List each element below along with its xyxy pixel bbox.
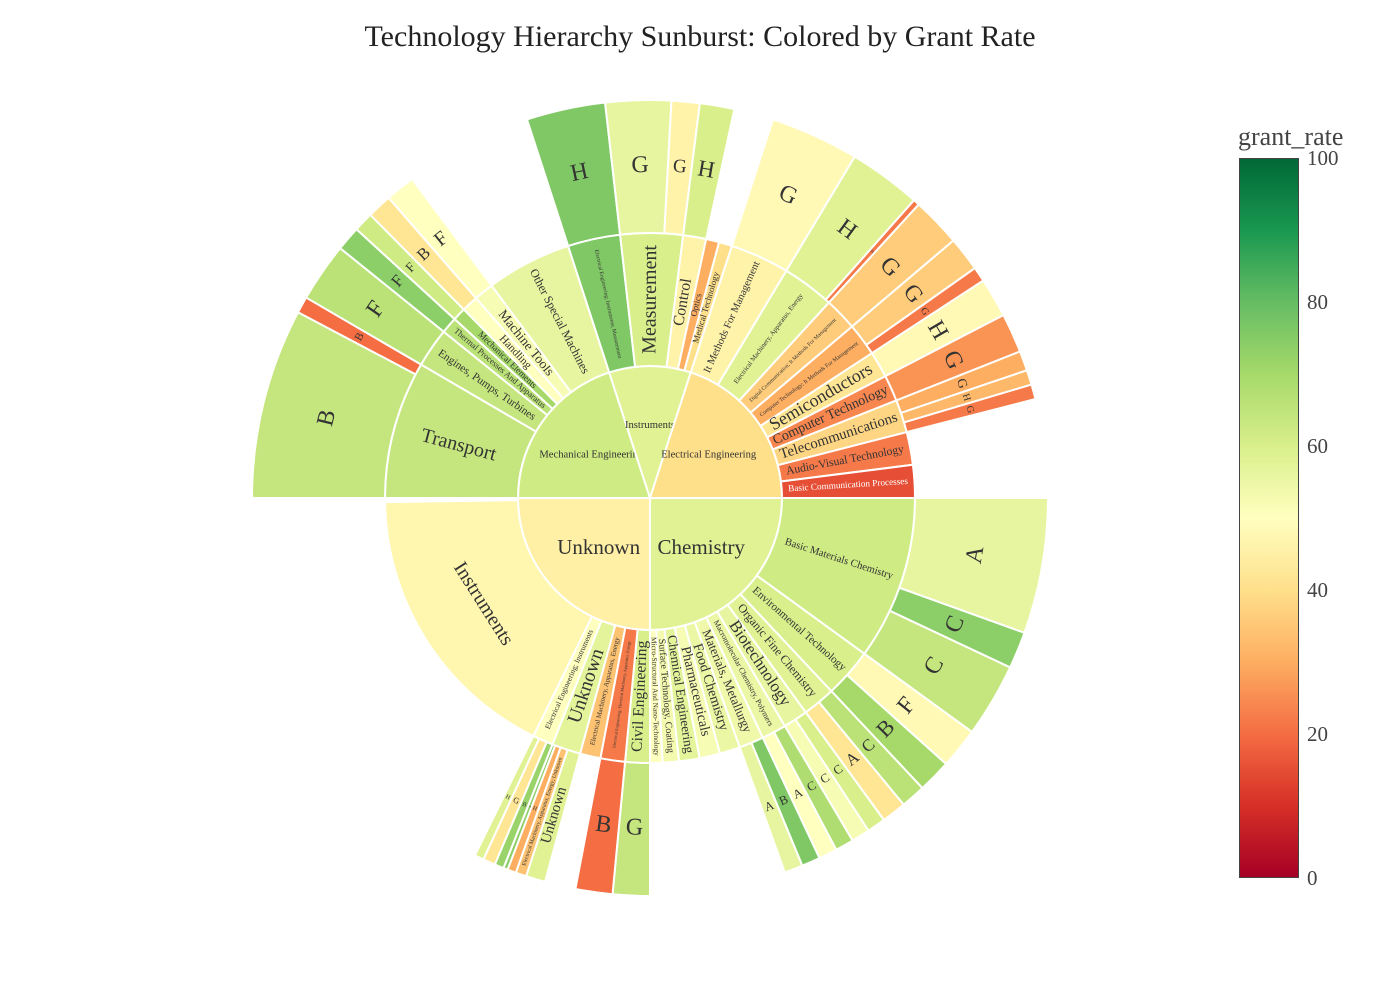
sunburst-sector-depth2[interactable] bbox=[384, 499, 594, 738]
sunburst-label-depth3: H bbox=[696, 155, 717, 183]
colorbar-tick: 100 bbox=[1307, 146, 1339, 170]
sunburst-label-depth3: G bbox=[625, 814, 644, 841]
sunburst-label-depth2: Micro-Structural And Nano-Technology bbox=[650, 637, 662, 756]
sunburst-label-depth1: Instruments bbox=[625, 420, 675, 431]
sunburst-label-depth3: B bbox=[312, 407, 341, 429]
sunburst-label-depth1: Unknown bbox=[557, 535, 640, 559]
sunburst-label-depth3: H bbox=[869, 248, 875, 254]
colorbar-tick: 0 bbox=[1307, 866, 1318, 890]
sunburst-label-depth1: Chemistry bbox=[658, 535, 746, 559]
colorbar-tick: 60 bbox=[1307, 434, 1328, 458]
sunburst-label-depth3: G bbox=[963, 404, 976, 414]
colorbar-tick: 20 bbox=[1307, 722, 1328, 746]
sunburst-label-depth3: B bbox=[594, 811, 614, 839]
sunburst-label-depth3: H bbox=[568, 158, 590, 187]
chart-title: Technology Hierarchy Sunburst: Colored b… bbox=[364, 20, 1036, 53]
sunburst-label-depth1: Electrical Engineering bbox=[661, 450, 757, 461]
sunburst-label-depth3: A bbox=[961, 543, 990, 565]
sunburst-label-depth3: G bbox=[672, 156, 688, 178]
colorbar-title: grant_rate bbox=[1238, 122, 1344, 151]
sunburst-label-depth3: H bbox=[504, 793, 512, 801]
colorbar-tick: 80 bbox=[1307, 290, 1328, 314]
colorbar bbox=[1239, 158, 1299, 878]
sunburst-label-depth3: H bbox=[532, 806, 539, 813]
sunburst-label-depth3: H bbox=[528, 804, 531, 808]
sunburst-label-depth3: H bbox=[960, 392, 973, 402]
sunburst-label-depth3: G bbox=[631, 152, 649, 179]
sunburst-label-depth3: B bbox=[521, 801, 527, 809]
sunburst-label-depth1: Mechanical Engineering bbox=[539, 450, 644, 461]
sunburst-sector-depth2[interactable] bbox=[779, 463, 917, 499]
sunburst-label-depth3: G bbox=[512, 795, 521, 806]
sunburst-label-depth2: Measurement bbox=[638, 245, 661, 354]
sunburst-chart[interactable]: Chemistry Basic Materials Chemistry ACCEnv… bbox=[0, 0, 1220, 1000]
colorbar-tick: 40 bbox=[1307, 578, 1328, 602]
